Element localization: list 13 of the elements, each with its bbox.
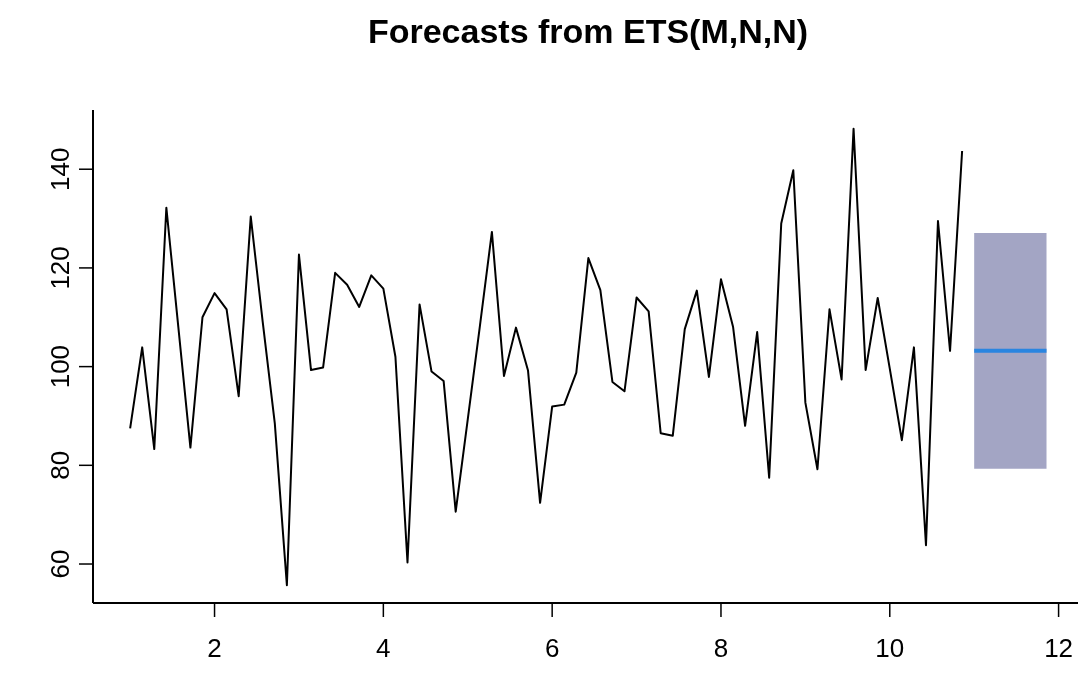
x-tick-label: 2 bbox=[207, 633, 222, 664]
y-tick-label: 120 bbox=[45, 246, 75, 290]
x-tick-label: 10 bbox=[875, 633, 905, 664]
y-tick-label: 100 bbox=[45, 344, 75, 389]
y-tick-label: 60 bbox=[45, 549, 75, 579]
y-tick-label: 140 bbox=[45, 147, 75, 191]
line-series bbox=[129, 127, 964, 587]
x-tick-label: 8 bbox=[713, 633, 729, 664]
x-tick-label: 6 bbox=[544, 633, 560, 664]
chart-title: Forecasts from ETS(M,N,N) bbox=[366, 12, 810, 51]
x-tick-label: 12 bbox=[1044, 633, 1074, 664]
y-tick-label: 80 bbox=[45, 450, 75, 480]
x-tick-label: 4 bbox=[376, 633, 391, 664]
